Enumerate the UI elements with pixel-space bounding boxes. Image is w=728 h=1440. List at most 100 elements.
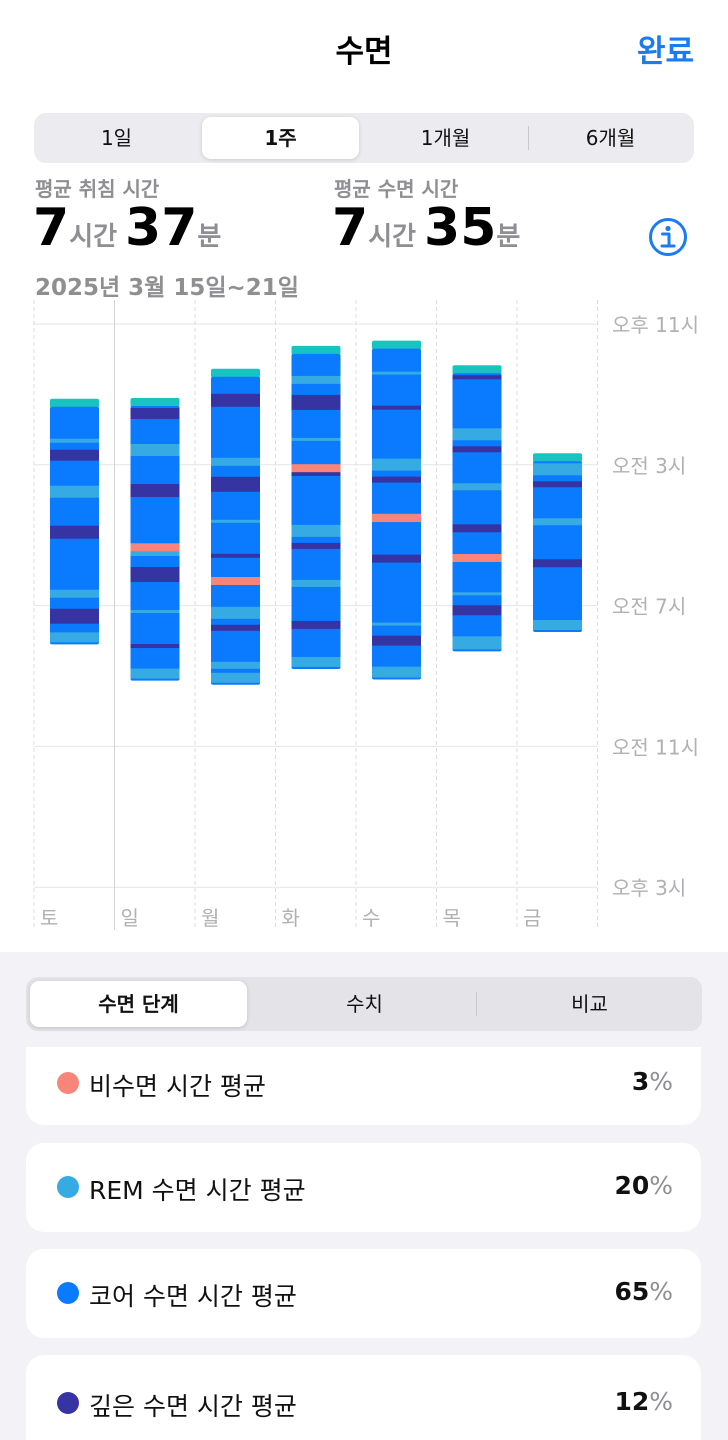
in-bed-hours-unit: 시간: [69, 222, 118, 252]
rem-segment: [291, 656, 341, 667]
deep-percent: 12%: [614, 1387, 673, 1416]
in-bed-cap: [372, 340, 421, 350]
awake-label: 비수면 시간 평균: [89, 1072, 266, 1101]
awake-segment: [372, 514, 421, 523]
rem-segment: [130, 668, 180, 679]
y-tick-label: 오전 3시: [612, 454, 686, 478]
x-tick-label: 일: [121, 906, 139, 930]
tab-6-months[interactable]: 6개월: [585, 126, 636, 150]
stage-segment: [533, 463, 582, 476]
stage-segment: [533, 518, 582, 526]
stage-segment: [533, 559, 582, 568]
stage-segment: [130, 610, 180, 614]
stage-segment: [372, 458, 421, 471]
stage-segment: [291, 471, 341, 476]
stage-segment: [50, 438, 99, 443]
stage-segment: [211, 553, 260, 558]
stage-segment: [211, 476, 260, 492]
x-tick-label: 토: [40, 906, 58, 930]
in-bed-cap: [130, 398, 180, 408]
stage-segment: [372, 371, 421, 375]
asleep-label: 평균 수면 시간: [334, 177, 459, 201]
stage-segment: [211, 393, 260, 407]
stage-segment: [372, 622, 421, 626]
stage-segment: [291, 375, 341, 384]
rem-card: REM 수면 시간 평균 20%: [26, 1143, 701, 1232]
stage-segment: [372, 476, 421, 483]
core-percent-value: 65: [614, 1277, 650, 1306]
done-button[interactable]: 완료: [636, 34, 694, 70]
x-tick-label: 금: [523, 906, 541, 930]
tab-1-month[interactable]: 1개월: [420, 126, 471, 150]
deep-label: 깊은 수면 시간 평균: [89, 1392, 297, 1421]
deep-percent-value: 12: [614, 1387, 650, 1416]
tab-sleep-stages[interactable]: 수면 단계: [30, 981, 247, 1027]
in-bed-cap: [533, 453, 582, 463]
awake-segment: [130, 543, 180, 552]
y-tick-label: 오전 7시: [612, 595, 686, 619]
date-range: 2025년 3월 15일~21일: [35, 275, 299, 301]
stage-segment: [211, 606, 260, 619]
tab-comparison[interactable]: 비교: [571, 992, 608, 1016]
stage-segment: [452, 524, 502, 533]
rem-dot: [57, 1176, 79, 1198]
rem-percent-unit: %: [649, 1171, 673, 1200]
stage-segment: [50, 608, 99, 624]
sleep-bar: [291, 353, 341, 669]
awake-card: 비수면 시간 평균 3%: [26, 1047, 701, 1125]
stage-segment: [533, 481, 582, 488]
asleep-hours-unit: 시간: [368, 222, 417, 252]
awake-percent: 3%: [632, 1067, 673, 1096]
stage-segment: [452, 375, 502, 380]
stage-segment: [291, 524, 341, 537]
sleep-bar: [211, 376, 260, 685]
deep-card: 깊은 수면 시간 평균 12%: [26, 1355, 701, 1440]
core-label: 코어 수면 시간 평균: [89, 1282, 297, 1311]
y-tick-label: 오후 11시: [612, 313, 699, 337]
in-bed-minutes: 37: [125, 198, 198, 258]
stage-segment: [452, 483, 502, 491]
y-tick-label: 오후 3시: [612, 876, 686, 900]
stage-segment: [130, 408, 180, 420]
stage-segment: [372, 554, 421, 563]
stage-segment: [130, 548, 180, 557]
sleep-bar: [50, 406, 99, 645]
awake-dot: [57, 1072, 79, 1094]
tab-values[interactable]: 수치: [346, 992, 383, 1016]
core-percent: 65%: [614, 1277, 673, 1306]
awake-percent-value: 3: [631, 1067, 650, 1096]
stage-segment: [211, 457, 260, 466]
x-tick-label: 월: [201, 906, 219, 930]
tab-1-week[interactable]: 1주: [202, 117, 359, 159]
x-tick-label: 목: [443, 906, 461, 930]
awake-segment: [452, 554, 502, 563]
asleep-minutes-unit: 분: [496, 222, 521, 252]
page-title: 수면: [335, 34, 393, 70]
awake-segment: [291, 464, 341, 473]
rem-segment: [372, 667, 421, 678]
stage-segment: [291, 394, 341, 410]
y-tick-label: 오전 11시: [612, 735, 699, 759]
stage-segment: [130, 444, 180, 457]
rem-segment: [452, 639, 502, 650]
stage-segment: [50, 525, 99, 539]
x-tick-label: 화: [282, 906, 300, 930]
asleep-minutes: 35: [424, 198, 497, 258]
stage-segment: [211, 661, 260, 669]
rem-label: REM 수면 시간 평균: [89, 1176, 306, 1205]
stage-segment: [452, 592, 502, 596]
in-bed-cap: [291, 345, 341, 355]
stage-segment: [50, 589, 99, 598]
rem-segment: [211, 672, 260, 683]
rem-percent: 20%: [614, 1171, 673, 1200]
stage-segment: [211, 624, 260, 631]
tab-1-day[interactable]: 1일: [100, 126, 133, 150]
stage-segment: [130, 484, 180, 498]
stage-segment: [130, 567, 180, 583]
info-icon[interactable]: [648, 217, 688, 257]
deep-percent-unit: %: [649, 1387, 673, 1416]
stage-segment: [372, 635, 421, 646]
core-dot: [57, 1282, 79, 1304]
in-bed-hours: 7: [33, 198, 70, 258]
